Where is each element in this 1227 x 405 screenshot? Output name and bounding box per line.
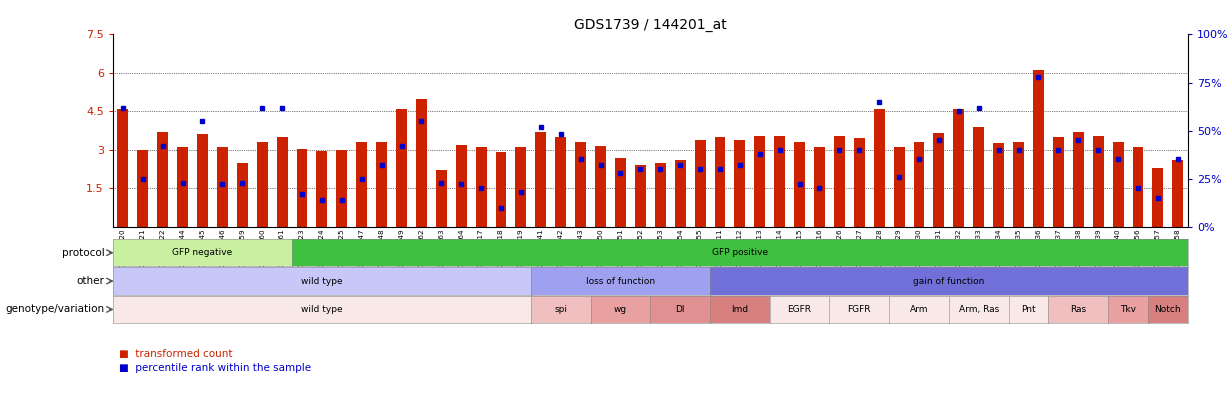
Text: EGFR: EGFR [788,305,811,314]
Text: FGFR: FGFR [848,305,871,314]
Bar [854,139,865,227]
Text: genotype/variation: genotype/variation [5,305,104,314]
Bar [416,98,427,227]
Text: Arm: Arm [909,305,929,314]
Text: GFP positive: GFP positive [712,248,768,257]
Bar [694,140,706,227]
Bar [814,147,825,227]
Bar [735,140,745,227]
Bar [893,147,904,227]
Text: protocol: protocol [61,248,104,258]
Text: Imd: Imd [731,305,748,314]
Text: GFP negative: GFP negative [172,248,233,257]
Bar [834,136,845,227]
Bar [515,147,526,227]
Bar [535,132,546,227]
Bar [874,109,885,227]
Bar [1172,160,1183,227]
Text: Pnt: Pnt [1021,305,1036,314]
Bar [157,132,168,227]
Bar [137,150,148,227]
Title: GDS1739 / 144201_at: GDS1739 / 144201_at [574,18,726,32]
Bar [455,145,466,227]
Bar [496,152,507,227]
Bar [1053,137,1064,227]
Bar [217,147,228,227]
Bar [714,137,725,227]
Bar [377,142,387,227]
Bar [1014,142,1025,227]
Bar [198,134,207,227]
Text: loss of function: loss of function [585,277,655,286]
Bar [1093,136,1103,227]
Bar [356,142,367,227]
Bar [575,142,587,227]
Bar [276,137,287,227]
Bar [755,136,766,227]
Bar [1133,147,1144,227]
Text: gain of function: gain of function [913,277,984,286]
Text: wild type: wild type [301,277,342,286]
Bar [476,147,487,227]
Text: ■  transformed count: ■ transformed count [119,349,233,358]
Text: other: other [76,276,104,286]
Bar [655,163,666,227]
Bar [1033,70,1044,227]
Bar [256,142,267,227]
Bar [794,142,805,227]
Bar [774,136,785,227]
Bar [336,150,347,227]
Bar [634,165,645,227]
Bar [615,158,626,227]
Bar [436,171,447,227]
Bar [953,109,964,227]
Bar [675,160,686,227]
Bar [177,147,188,227]
Text: Arm, Ras: Arm, Ras [958,305,999,314]
Bar [595,146,606,227]
Bar [973,127,984,227]
Text: wild type: wild type [301,305,342,314]
Bar [118,109,129,227]
Bar [237,163,248,227]
Bar [297,149,308,227]
Bar [556,137,566,227]
Bar [396,109,407,227]
Bar [934,133,945,227]
Text: Tkv: Tkv [1120,305,1136,314]
Bar [317,151,328,227]
Bar [1072,132,1083,227]
Bar [914,142,924,227]
Text: Ras: Ras [1070,305,1086,314]
Text: spi: spi [555,305,567,314]
Bar [1113,142,1124,227]
Text: wg: wg [614,305,627,314]
Text: ■  percentile rank within the sample: ■ percentile rank within the sample [119,363,312,373]
Bar [1152,168,1163,227]
Text: Dl: Dl [675,305,685,314]
Text: Notch: Notch [1155,305,1182,314]
Bar [993,143,1004,227]
